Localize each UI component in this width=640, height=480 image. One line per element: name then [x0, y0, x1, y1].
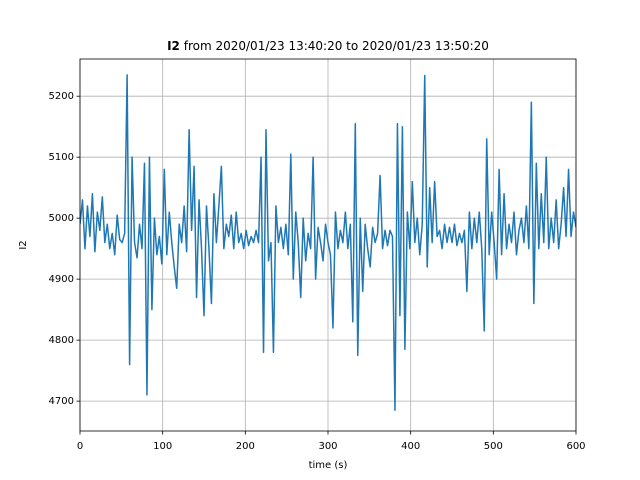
plot-frame — [79, 58, 577, 432]
x-tick-label: 600 — [566, 441, 585, 452]
y-axis-label: I2 — [18, 240, 29, 249]
y-tick-label: 5100 — [49, 152, 74, 163]
x-tick-label: 100 — [153, 441, 172, 452]
y-tick-label: 4800 — [49, 335, 74, 346]
y-tick-label: 5000 — [49, 213, 74, 224]
y-tick-label: 5200 — [49, 91, 74, 102]
data-line — [80, 74, 576, 412]
x-tick-label: 300 — [318, 441, 337, 452]
chart-title: I2 from 2020/01/23 13:40:20 to 2020/01/2… — [167, 39, 489, 53]
x-tick-label: 200 — [236, 441, 255, 452]
x-tick-label: 400 — [401, 441, 420, 452]
x-tick-label: 0 — [77, 441, 83, 452]
x-tick-label: 500 — [484, 441, 503, 452]
y-tick-label: 4700 — [49, 396, 74, 407]
title-text: from 2020/01/23 13:40:20 to 2020/01/23 1… — [184, 39, 489, 53]
y-tick-label: 4900 — [49, 274, 74, 285]
x-axis-label: time (s) — [309, 460, 348, 471]
title-bold: I2 — [167, 39, 180, 53]
